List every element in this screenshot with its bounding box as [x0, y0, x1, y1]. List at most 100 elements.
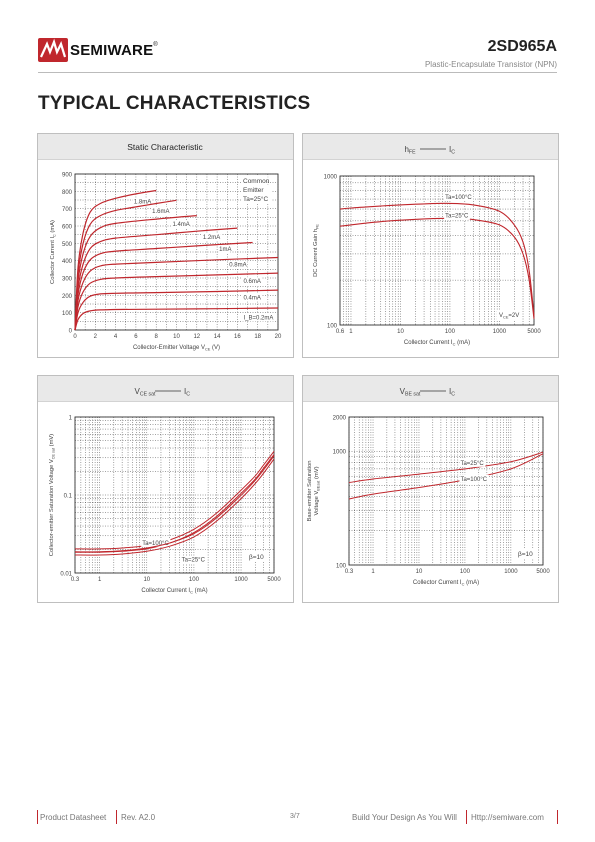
y-tick-label: 200 [62, 294, 73, 300]
footer-accent-line [557, 810, 558, 824]
plot-frame [339, 175, 535, 326]
x-tick-label: 18 [254, 334, 261, 340]
y-tick-label: 600 [62, 225, 73, 231]
y-axis-label-part: (mV) [49, 434, 55, 448]
series-label-bg [242, 293, 262, 302]
chart-panel-header [38, 134, 293, 160]
x-tick-label: 0.3 [71, 577, 80, 583]
footer-url[interactable]: Http://semiware.com [471, 813, 544, 822]
x-tick-label: 14 [214, 334, 221, 340]
series-line-band [74, 455, 275, 553]
y-axis-label-part: CE sat [52, 447, 56, 459]
x-tick-label: 20 [275, 334, 282, 340]
series-line [74, 227, 238, 331]
series-line [74, 189, 157, 331]
footer-slogan: Build Your Design As You Will [352, 813, 457, 822]
chart-panel-vbesat-ic: VBE sat IC 0.3 1 10 100 1000 5000 100 1000 2000 Col… [302, 375, 559, 603]
y-tick-label: 400 [62, 259, 73, 265]
footer-accent-line [37, 810, 38, 824]
chart-panel-hfe-ic: hFE IC 0.6 1 10 100 1000 5000 100 1000 Collector C… [302, 133, 559, 358]
series-label: Ta=25°C [182, 558, 206, 564]
chart-annotation: Ta=25°C [243, 195, 268, 203]
semiware-logo-icon [38, 38, 68, 62]
chart-title-suffix: IC [184, 387, 190, 398]
x-tick-label: 1000 [504, 569, 518, 575]
x-tick-label: 100 [189, 577, 200, 583]
x-tick-label: 100 [460, 569, 471, 575]
part-number: 2SD965A [487, 38, 557, 55]
chart-title-suffix: IC [449, 387, 455, 398]
chart-title-part: h [404, 145, 408, 154]
chart-title-part: V [400, 387, 406, 396]
series-label: 1.8mA [134, 199, 151, 205]
x-tick-label: 12 [193, 334, 200, 340]
y-axis-label-part: Collector-emitter Saturation Voltage V [49, 459, 55, 556]
x-tick-label: 1 [349, 329, 353, 335]
x-axis-label-part: (mA) [193, 588, 208, 594]
chart-title-part: FE [409, 150, 416, 156]
series-label: 1.4mA [172, 222, 189, 228]
series-label: Ta=100°C [142, 541, 169, 547]
x-axis-label-part: (V) [210, 345, 220, 351]
series-label: I_B=0.2mA [243, 315, 273, 321]
series-line [74, 458, 275, 556]
chart-annotation: β=10 [249, 554, 264, 561]
chart-annotation-part: =2V [508, 313, 519, 319]
annotation-bg [242, 194, 272, 203]
chart-title-suffix-part: C [451, 392, 455, 398]
series-label: 0.8mA [229, 263, 246, 269]
chart-title: Static Characteristic [127, 142, 203, 152]
y-axis-label-part: (mA) [50, 220, 56, 234]
y-axis-label-line2-part: (mV) [314, 466, 320, 480]
y-tick-label: 100 [327, 324, 338, 330]
y-axis-label: DC Current Gain hFE [313, 224, 320, 277]
y-axis-label: Collector Current IC (mA) [50, 220, 57, 284]
series-label: Ta=100°C [445, 195, 472, 201]
series-line [74, 199, 177, 331]
x-axis-label: Collector Current IC (mA) [413, 580, 479, 587]
x-axis-label: Collector-Emitter Voltage VCE (V) [133, 345, 220, 352]
series-label: 1.6mA [152, 209, 169, 215]
series-line-band [74, 451, 275, 550]
x-axis-label: Collector Current IC (mA) [141, 588, 207, 595]
series-label-bg [444, 211, 470, 220]
y-tick-label: 0 [69, 329, 73, 335]
x-tick-label: 10 [143, 577, 150, 583]
y-tick-label: 2000 [333, 416, 347, 422]
plot-area [340, 176, 534, 325]
series-label-bg [171, 220, 191, 228]
series-label-bg [444, 193, 474, 202]
series-label-bg [132, 197, 152, 206]
series-label: 1mA [219, 247, 231, 253]
plot-frame [74, 173, 279, 331]
x-tick-label: 10 [173, 334, 180, 340]
chart-annotation: Common [243, 178, 270, 185]
series-label-bg [218, 245, 231, 254]
annotation-bg [497, 310, 519, 320]
y-tick-label: 700 [62, 207, 73, 213]
y-axis-label-part: C [53, 234, 57, 237]
y-tick-label: 300 [62, 277, 73, 283]
chart-annotation: Emitter [243, 187, 264, 194]
x-tick-label: 0.6 [336, 329, 345, 335]
series-label-bg [242, 277, 262, 286]
chart-annotation-part: V [499, 313, 503, 319]
footer-doc-type: Product Datasheet [40, 813, 107, 822]
series-label: Ta=25°C [460, 461, 484, 467]
x-axis-label-part: C [190, 590, 193, 595]
chart-title: hFE [404, 145, 416, 156]
series-line [339, 202, 535, 317]
part-description: Plastic-Encapsulate Transistor (NPN) [424, 60, 557, 69]
y-tick-label: 100 [62, 311, 73, 317]
y-axis-label-part: DC Current Gain h [313, 229, 319, 277]
series-label-bg [141, 538, 171, 547]
x-tick-label: 4 [114, 334, 118, 340]
chart-panel-static-characteristic: Static Characteristic 0 2 4 6 8 10 12 14 16 18 20 0 1… [37, 133, 294, 358]
x-axis-label-part: Collector-Emitter Voltage V [133, 345, 205, 351]
x-axis-label-part: (mA) [455, 340, 470, 346]
chart-vcesat-ic: VCE sat IC0.3 1 10 100 1000 50000.010.11Collec… [49, 387, 281, 595]
x-tick-label: 2 [94, 334, 98, 340]
annotation-bg [248, 552, 267, 561]
chart-annotation: β=10 [518, 551, 533, 558]
